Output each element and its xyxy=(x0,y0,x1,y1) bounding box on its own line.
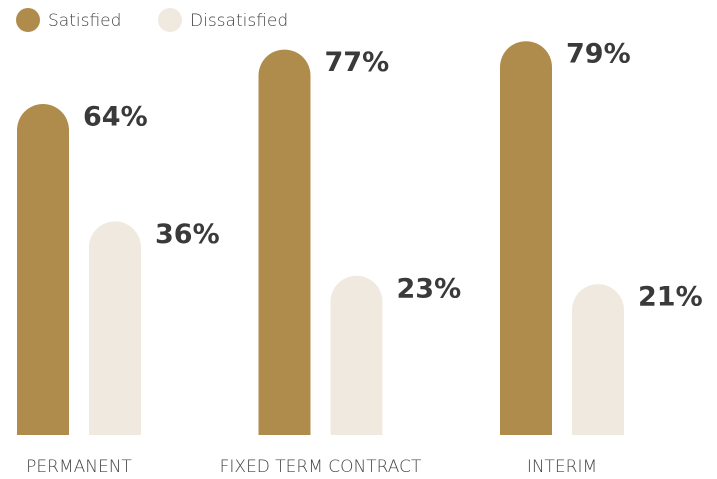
legend-label: Dissatisfied xyxy=(190,11,288,31)
value-label: 23% xyxy=(397,273,462,304)
value-label: 36% xyxy=(155,219,220,250)
value-label: 79% xyxy=(566,39,631,70)
legend-swatch xyxy=(158,8,182,32)
value-label: 64% xyxy=(83,102,148,133)
bar xyxy=(572,284,624,435)
bar xyxy=(258,49,311,436)
legend-label: Satisfied xyxy=(48,11,121,31)
value-label: 21% xyxy=(638,282,703,313)
x-tick-label: FIXED TERM CONTRACT xyxy=(220,457,422,477)
bar xyxy=(500,41,552,435)
bar xyxy=(89,221,141,435)
bar xyxy=(330,275,383,435)
legend-swatch xyxy=(16,8,40,32)
value-label: 77% xyxy=(325,47,390,78)
bar xyxy=(17,104,69,435)
x-tick-label: INTERIM xyxy=(527,457,597,477)
x-tick-label: PERMANENT xyxy=(26,457,132,477)
